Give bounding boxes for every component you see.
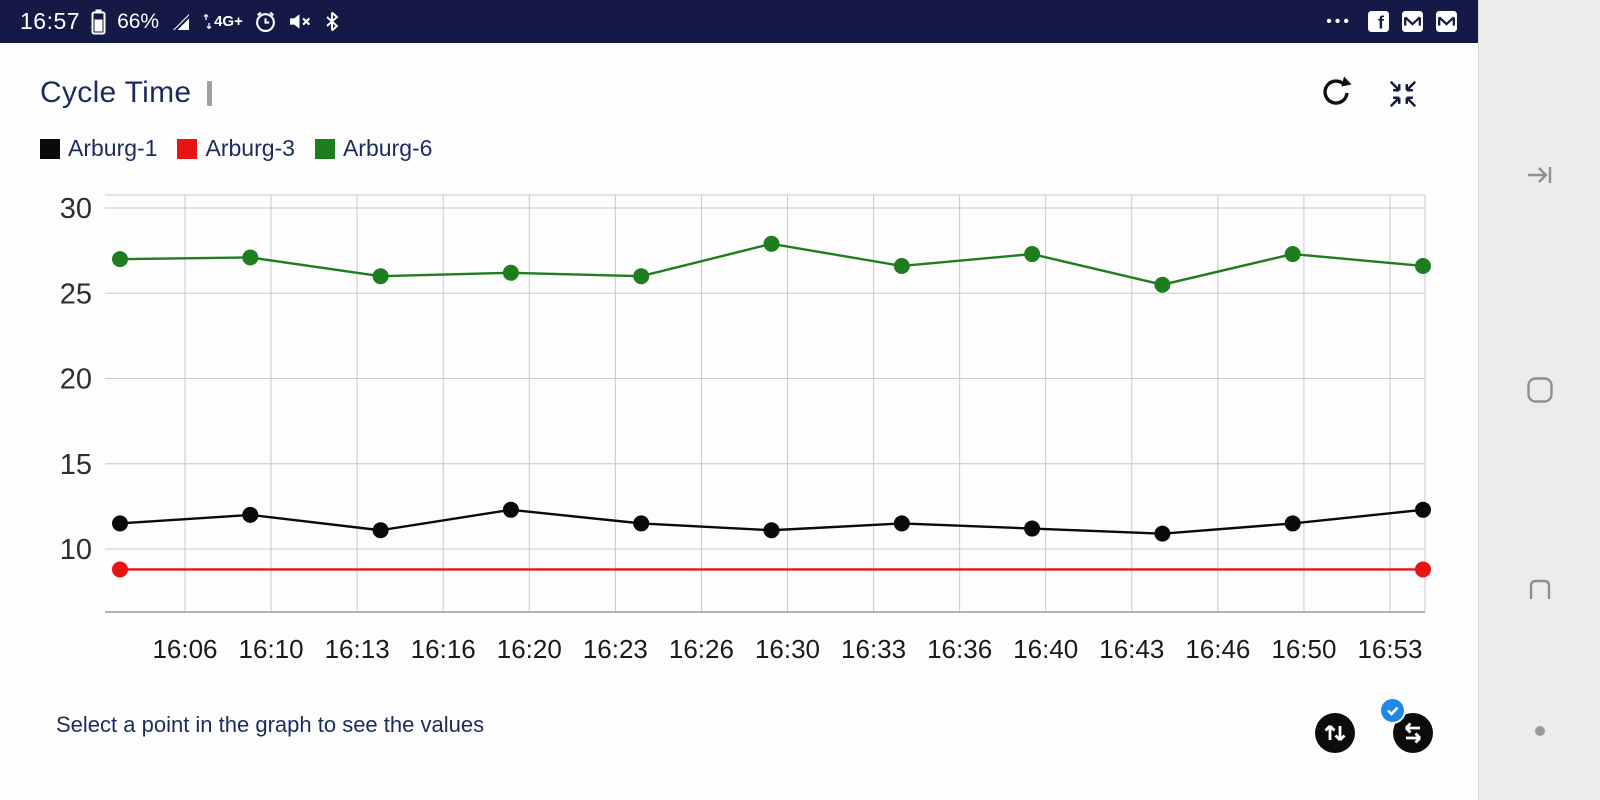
x-tick-label: 16:43 — [1099, 634, 1164, 664]
data-point-arburg-1[interactable] — [1024, 520, 1041, 537]
data-point-arburg-1[interactable] — [112, 515, 128, 532]
legend-swatch — [40, 138, 60, 159]
facebook-icon: f — [1368, 11, 1389, 32]
selection-hint: Select a point in the graph to see the v… — [56, 712, 485, 737]
nav-back-icon[interactable] — [1523, 158, 1557, 192]
mail-icon — [1436, 11, 1457, 32]
x-tick-label: 16:16 — [411, 634, 476, 664]
legend-label: Arburg-6 — [342, 135, 433, 161]
x-tick-label: 16:20 — [497, 634, 562, 664]
x-tick-label: 16:26 — [669, 634, 734, 664]
data-point-arburg-6[interactable] — [1154, 276, 1171, 293]
x-tick-label: 16:30 — [755, 634, 820, 664]
x-tick-label: 16:40 — [1013, 634, 1078, 664]
collapse-button[interactable] — [1387, 78, 1419, 110]
svg-text:f: f — [1378, 12, 1384, 32]
data-point-arburg-1[interactable] — [372, 522, 389, 539]
status-bar-left: 16:57 66% 4G+ — [20, 8, 340, 35]
y-tick-label: 30 — [60, 193, 92, 225]
legend-swatch — [177, 138, 198, 159]
signal-icon — [173, 13, 192, 33]
data-point-arburg-1[interactable] — [1154, 525, 1171, 542]
x-tick-label: 16:06 — [152, 634, 217, 664]
swap-vertical-icon — [1324, 725, 1346, 741]
data-point-arburg-6[interactable] — [763, 235, 780, 252]
x-tick-label: 16:13 — [325, 634, 390, 664]
x-tick-label: 16:10 — [239, 634, 304, 664]
text-cursor-icon — [207, 80, 213, 106]
data-point-arburg-6[interactable] — [633, 268, 650, 285]
collapse-icon — [1389, 80, 1417, 108]
network-indicator: 4G+ — [203, 13, 243, 30]
refresh-button[interactable] — [1318, 74, 1354, 110]
volume-mute-icon — [289, 14, 310, 29]
swap-vertical-button[interactable] — [1315, 713, 1355, 753]
battery-percent: 66% — [117, 9, 160, 33]
refresh-icon — [1323, 76, 1352, 105]
data-point-arburg-1[interactable] — [502, 501, 519, 518]
y-tick-label: 25 — [60, 278, 92, 310]
bluetooth-icon — [326, 11, 339, 32]
y-tick-label: 10 — [60, 534, 92, 566]
data-point-arburg-1[interactable] — [633, 515, 650, 532]
data-point-arburg-6[interactable] — [1024, 246, 1041, 263]
y-tick-label: 15 — [60, 449, 92, 481]
data-point-arburg-6[interactable] — [242, 249, 259, 266]
data-point-arburg-6[interactable] — [502, 264, 519, 281]
swap-horizontal-icon — [1405, 722, 1421, 744]
x-tick-label: 16:50 — [1271, 634, 1336, 664]
overflow-dots: ••• — [1326, 12, 1352, 30]
check-badge-icon — [1381, 699, 1404, 722]
data-point-arburg-1[interactable] — [763, 522, 780, 539]
network-arrows-icon — [203, 14, 212, 29]
mail-icon — [1402, 11, 1423, 32]
chart-legend: Arburg-1 Arburg-3 Arburg-6 — [40, 135, 432, 162]
header: Cycle Time — [40, 76, 213, 110]
alarm-icon — [255, 11, 275, 32]
data-point-arburg-3[interactable] — [112, 561, 128, 578]
status-bar: 16:57 66% 4G+ — [0, 0, 1478, 43]
legend-label: Arburg-1 — [68, 135, 158, 161]
battery-icon — [91, 9, 106, 34]
data-point-arburg-6[interactable] — [112, 251, 128, 268]
x-tick-label: 16:36 — [927, 634, 992, 664]
clock: 16:57 — [20, 8, 81, 34]
data-point-arburg-1[interactable] — [1415, 501, 1431, 518]
x-tick-label: 16:23 — [583, 634, 648, 664]
nav-hide-dot[interactable] — [1534, 726, 1545, 736]
nav-recents-icon[interactable] — [1523, 573, 1557, 607]
data-point-arburg-6[interactable] — [1284, 246, 1301, 263]
page-title: Cycle Time — [40, 76, 192, 109]
data-point-arburg-6[interactable] — [372, 268, 389, 285]
cycle-time-chart[interactable]: 16:06 16:10 16:13 16:16 16:20 16:23 16:26 16:30… — [0, 166, 1478, 678]
x-tick-label: 16:33 — [841, 634, 906, 664]
data-point-arburg-1[interactable] — [893, 515, 910, 532]
data-point-arburg-1[interactable] — [242, 506, 259, 523]
data-point-arburg-6[interactable] — [1415, 257, 1431, 274]
network-type-label: 4G+ — [214, 12, 243, 30]
nav-home-icon[interactable] — [1523, 373, 1557, 407]
legend-item-arburg-1[interactable]: Arburg-1 — [40, 135, 157, 162]
swap-horizontal-button[interactable] — [1393, 713, 1433, 753]
legend-swatch — [314, 138, 335, 159]
legend-item-arburg-3[interactable]: Arburg-3 — [177, 135, 295, 162]
data-point-arburg-3[interactable] — [1415, 561, 1431, 578]
status-bar-right: ••• f — [1326, 10, 1458, 33]
data-point-arburg-6[interactable] — [893, 257, 910, 274]
legend-item-arburg-6[interactable]: Arburg-6 — [314, 135, 433, 162]
x-tick-label: 16:53 — [1357, 634, 1422, 664]
x-tick-label: 16:46 — [1185, 634, 1250, 664]
y-tick-label: 20 — [60, 364, 92, 396]
data-point-arburg-1[interactable] — [1284, 515, 1301, 532]
legend-label: Arburg-3 — [205, 135, 295, 161]
nav-rail — [1478, 0, 1600, 800]
